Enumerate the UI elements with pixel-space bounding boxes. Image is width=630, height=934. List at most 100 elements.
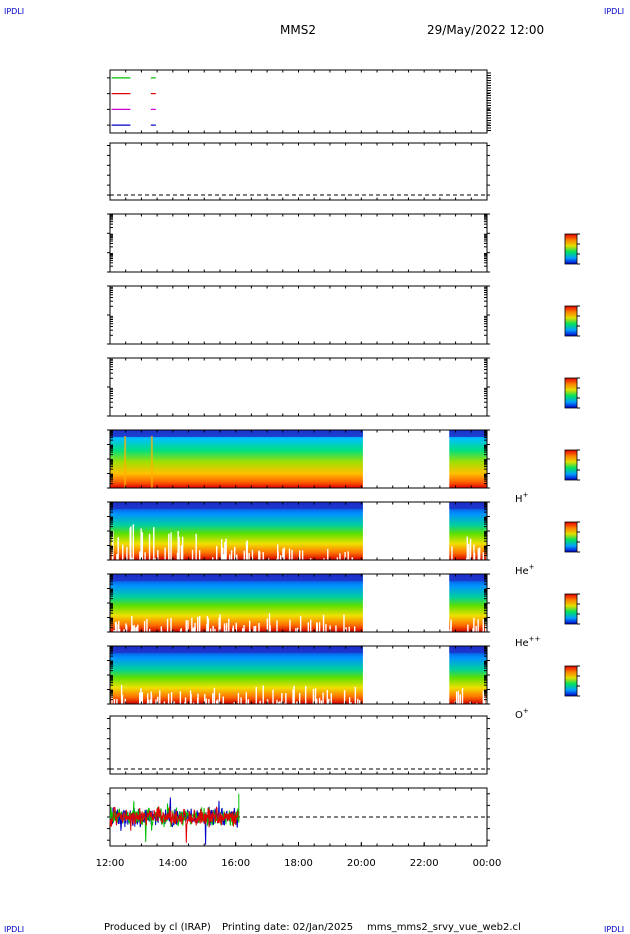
panel-p3 (107, 213, 580, 273)
spectrogram-gap (225, 538, 227, 560)
spectrogram-gap (465, 558, 468, 560)
spectrogram-gap (137, 624, 139, 632)
spectrogram-gap (450, 619, 452, 632)
datetime-title: 29/May/2022 12:00 (427, 23, 544, 37)
spectrogram-block (110, 430, 363, 488)
spectrogram-gap (191, 549, 194, 560)
xtick-label: 14:00 (158, 858, 187, 869)
species-charge: + (523, 707, 529, 715)
colorbar (564, 305, 578, 337)
spectrogram-gap (269, 625, 271, 632)
spectrogram-gap (258, 622, 260, 632)
spectrogram-gap (328, 698, 330, 704)
species-name: He (515, 566, 529, 577)
spectrogram-gap (190, 693, 192, 704)
spectrogram-gap (185, 620, 187, 632)
spectrogram-gap (251, 549, 254, 560)
xtick-label: 16:00 (221, 858, 250, 869)
spectrogram-high-energy-band (110, 574, 363, 581)
panel-p10 (107, 715, 490, 775)
spectrogram-gap (344, 552, 346, 560)
species-charge: ++ (529, 635, 541, 643)
spectrogram-gap (140, 528, 142, 560)
spectrogram-gap (477, 619, 479, 632)
spectrogram-gap (216, 699, 219, 704)
spectrogram-gap (187, 620, 189, 632)
spectrogram-gap (131, 615, 133, 632)
spectrogram-gap (225, 623, 228, 632)
spectrogram-gap (343, 614, 345, 632)
spectrogram-gap (461, 688, 464, 704)
spectrogram-gap (295, 628, 297, 632)
spectrogram-gap (148, 628, 151, 632)
spectrogram-gap (157, 549, 159, 560)
spectrogram-gap (299, 615, 302, 632)
spectrogram-gap (192, 628, 194, 632)
spectrogram-gap (237, 692, 240, 704)
panels: H+He+He++O+ (107, 69, 580, 847)
spectrogram-gap (112, 530, 114, 560)
spectrogram-gap (292, 689, 294, 704)
spectrogram-gap (325, 624, 327, 632)
spectrogram-gap (160, 630, 163, 632)
spectrogram-gap (198, 550, 201, 560)
spectrogram-gap (249, 629, 252, 632)
panel-frame (109, 715, 488, 775)
spectrogram-gap (323, 558, 325, 560)
spectrogram-gap (288, 548, 291, 560)
spectrogram-gap (472, 628, 474, 632)
spectrogram-gap (157, 696, 159, 704)
colorbar (564, 449, 578, 481)
spectrogram-high-energy-band (449, 574, 487, 581)
spectrogram-gap (224, 541, 226, 560)
spectrogram-gap (168, 550, 170, 560)
xtick-label: 22:00 (410, 858, 439, 869)
spectrogram-gap (485, 697, 488, 704)
spectrogram-gap (123, 629, 125, 632)
spectrogram-gap (114, 621, 117, 632)
spectrogram-gap (348, 697, 351, 704)
panel-p9: O+ (107, 645, 580, 721)
spectrogram-gap (167, 693, 170, 704)
spectrogram-gap (113, 699, 116, 704)
spectrogram-gap (246, 540, 248, 560)
spacecraft-title: MMS2 (280, 23, 316, 37)
spectrogram-gap (339, 553, 341, 560)
spectrogram-gap (326, 690, 329, 704)
spectrogram-gap (191, 617, 193, 632)
spectrogram-gap (336, 557, 339, 560)
spectrogram-gap (206, 615, 209, 632)
footer-filename: mms_mms2_srvy_vue_web2.cl (367, 922, 521, 933)
spectrogram-gap (304, 686, 307, 704)
colorbar (564, 665, 578, 697)
spectrogram-gap (347, 551, 349, 560)
spectrogram-gap (140, 688, 142, 704)
spectrogram-gap (139, 551, 141, 560)
spectrogram-gap (220, 539, 223, 560)
spectrogram-gap (170, 532, 172, 560)
species-charge: + (529, 563, 535, 571)
spectrogram-gap (125, 625, 128, 632)
panel-p11 (107, 787, 490, 847)
spectrogram-gap (318, 697, 321, 704)
spectrogram-gap (163, 701, 166, 704)
spectrogram-gap (473, 617, 475, 632)
spectrogram-gap (276, 558, 278, 560)
spectrogram-gap (197, 616, 199, 632)
spectrogram-gap (451, 546, 453, 560)
spectrogram-gap (283, 702, 286, 704)
spectrogram-gap (259, 700, 261, 704)
spectrogram-gap (166, 618, 169, 632)
spectrogram-gap (330, 693, 332, 704)
spectrogram-gap (195, 533, 197, 560)
spectrogram-gap (276, 699, 278, 704)
spectrogram-gap (152, 558, 155, 560)
spectrogram-gap (312, 688, 315, 704)
spectrogram-gap (197, 697, 199, 704)
spectrogram-gap (322, 692, 324, 704)
spectrogram-gap (177, 530, 179, 560)
spectrogram-gap (193, 627, 195, 632)
spectrogram-gap (276, 620, 278, 632)
panel-p1 (107, 69, 491, 134)
colorbar (564, 233, 578, 265)
